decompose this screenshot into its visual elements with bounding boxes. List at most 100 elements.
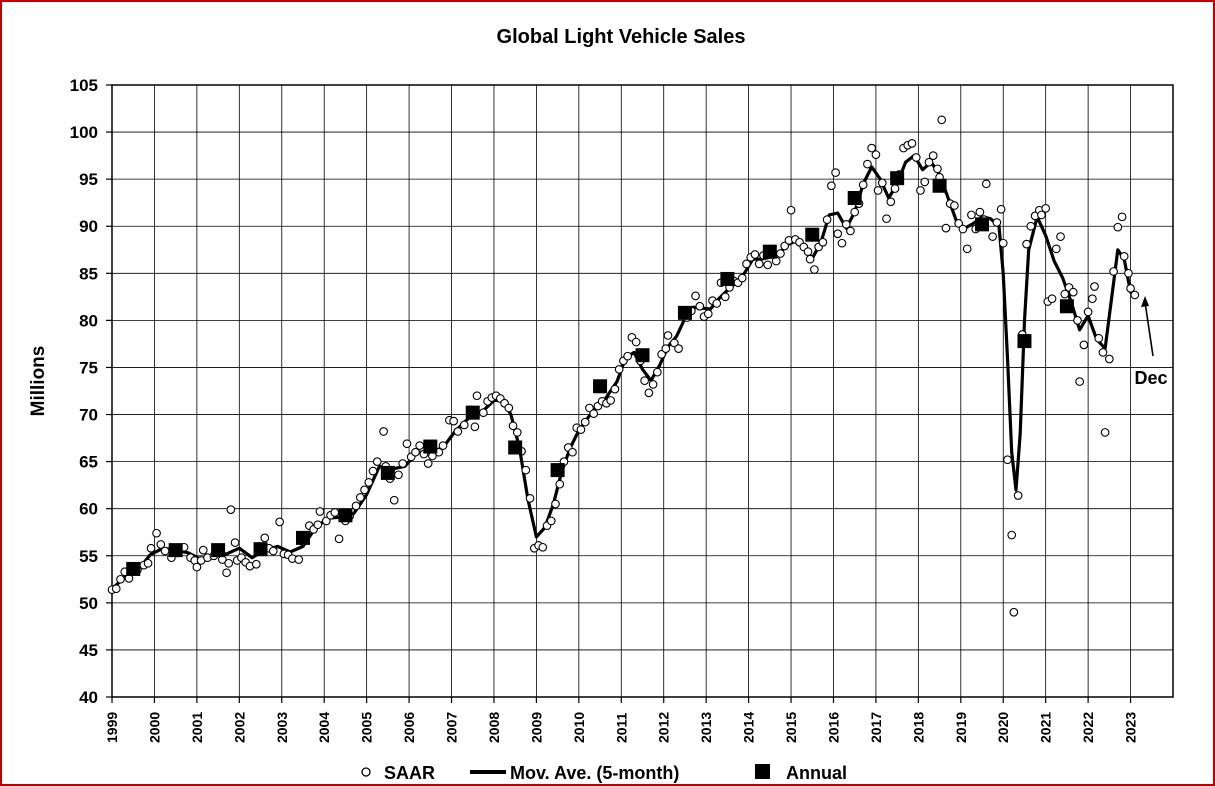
annual-point <box>593 379 607 393</box>
saar-point <box>390 496 398 504</box>
saar-point <box>611 385 619 393</box>
saar-point <box>261 534 269 542</box>
saar-point <box>276 518 284 526</box>
saar-point <box>450 417 458 425</box>
saar-point <box>1101 429 1109 437</box>
y-tick-label: 55 <box>79 547 98 566</box>
saar-point <box>335 535 343 543</box>
saar-point <box>505 404 513 412</box>
annotation-arrowhead <box>1141 296 1149 307</box>
x-tick-label: 2001 <box>189 712 205 743</box>
saar-point <box>1099 349 1107 357</box>
saar-point <box>864 160 872 168</box>
saar-point <box>454 428 462 436</box>
annotation-dec: Dec <box>1134 296 1167 388</box>
saar-point <box>887 198 895 206</box>
x-tick-label: 2006 <box>401 712 417 743</box>
saar-point <box>547 517 555 525</box>
saar-point <box>161 547 169 555</box>
saar-point <box>847 227 855 235</box>
saar-point <box>982 180 990 188</box>
saar-point <box>624 352 632 360</box>
saar-point <box>692 292 700 300</box>
saar-point <box>227 506 235 514</box>
saar-point <box>872 151 880 159</box>
saar-point <box>1042 205 1050 213</box>
legend-saar-label: SAAR <box>384 763 435 783</box>
saar-point <box>1023 240 1031 248</box>
saar-point <box>654 368 662 376</box>
annotation-arrow <box>1145 302 1153 356</box>
saar-point <box>480 409 488 417</box>
saar-point <box>838 239 846 247</box>
saar-point <box>1027 222 1035 230</box>
saar-point <box>373 458 381 466</box>
saar-point <box>514 429 522 437</box>
saar-point <box>539 543 547 551</box>
annual-point <box>296 531 310 545</box>
saar-point <box>804 248 812 256</box>
saar-point <box>112 585 120 593</box>
saar-point <box>917 187 925 195</box>
x-tick-label: 2007 <box>444 712 460 743</box>
annual-point <box>763 245 777 259</box>
saar-point <box>380 428 388 436</box>
saar-point <box>912 154 920 162</box>
annual-point <box>126 562 140 576</box>
legend-annual-label: Annual <box>786 763 847 783</box>
saar-point <box>878 179 886 187</box>
annual-point <box>1017 334 1031 348</box>
saar-point <box>295 556 303 564</box>
saar-point <box>828 182 836 190</box>
saar-point <box>1057 233 1065 241</box>
annual-point <box>508 440 522 454</box>
saar-point <box>938 116 946 124</box>
x-tick-label: 2000 <box>146 712 162 743</box>
annual-point <box>890 171 904 185</box>
x-tick-label: 2014 <box>741 712 757 743</box>
saar-point <box>1048 295 1056 303</box>
saar-point <box>439 442 447 450</box>
saar-point <box>522 466 530 474</box>
saar-point <box>552 500 560 508</box>
x-tick-label: 2003 <box>274 712 290 743</box>
saar-point <box>704 310 712 318</box>
saar-point <box>662 345 670 353</box>
saar-point <box>352 502 360 510</box>
y-tick-label: 80 <box>79 311 98 330</box>
annual-point <box>933 179 947 193</box>
x-axis-ticks: 1999 2000 2001 2002 2003 2004 2005 2006 2007 2008… <box>104 697 1139 743</box>
saar-point <box>968 211 976 219</box>
saar-point <box>1014 492 1022 500</box>
chart-title: Global Light Vehicle Sales <box>497 26 746 48</box>
annotation-label: Dec <box>1134 368 1167 388</box>
saar-point <box>117 576 125 584</box>
saar-point <box>713 300 721 308</box>
saar-point <box>416 442 424 450</box>
saar-point <box>819 238 827 246</box>
saar-point <box>993 219 1001 227</box>
annual-point <box>466 406 480 420</box>
saar-point <box>1095 334 1103 342</box>
legend: SAAR Mov. Ave. (5-month) Annual <box>362 763 847 783</box>
x-tick-label: 2008 <box>486 712 502 743</box>
y-tick-label: 90 <box>79 217 98 236</box>
saar-point <box>1091 283 1099 291</box>
saar-point <box>834 230 842 238</box>
saar-point <box>199 546 207 554</box>
saar-point <box>1120 253 1128 261</box>
y-tick-label: 100 <box>70 123 98 142</box>
x-tick-label: 2013 <box>698 712 714 743</box>
saar-point <box>645 389 653 397</box>
saar-point <box>269 547 277 555</box>
x-tick-label: 2018 <box>910 712 926 743</box>
saar-point <box>153 529 161 537</box>
annual-point <box>720 272 734 286</box>
gridlines <box>112 85 1173 697</box>
y-tick-label: 65 <box>79 453 98 472</box>
saar-point <box>664 332 672 340</box>
saar-point <box>641 377 649 385</box>
saar-point <box>252 560 260 568</box>
saar-point <box>471 423 479 431</box>
saar-point <box>1004 456 1012 464</box>
